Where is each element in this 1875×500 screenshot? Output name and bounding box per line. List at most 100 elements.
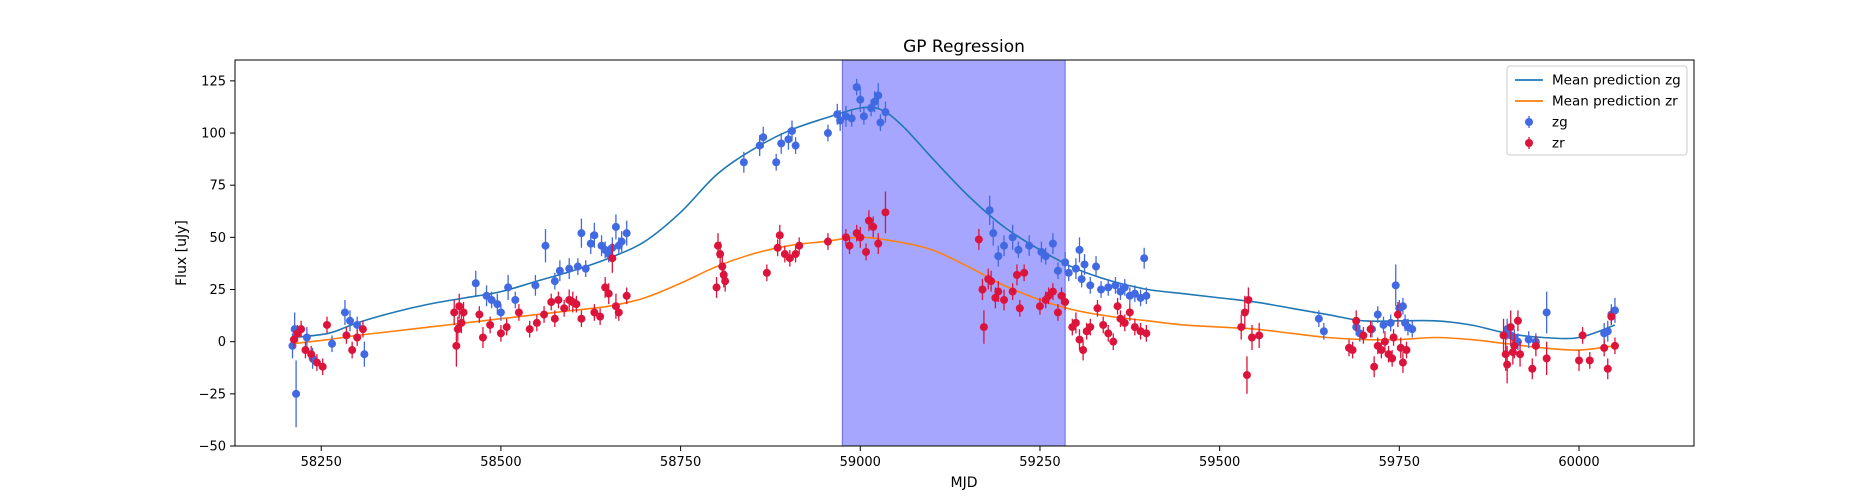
data-point-zr	[1377, 341, 1386, 359]
data-point-zr	[554, 291, 563, 309]
marker	[1585, 356, 1594, 365]
marker	[531, 281, 540, 290]
data-point-zg	[791, 137, 800, 154]
marker	[604, 289, 613, 298]
legend-label: zr	[1552, 136, 1565, 152]
marker	[590, 231, 599, 240]
data-point-zr	[795, 237, 804, 255]
marker	[1610, 306, 1619, 315]
data-point-zg	[1000, 235, 1009, 257]
marker	[1389, 333, 1398, 342]
marker	[1035, 302, 1044, 311]
data-point-zg	[856, 87, 865, 113]
marker	[608, 254, 617, 263]
marker	[1503, 360, 1512, 369]
data-point-zg	[1373, 306, 1382, 323]
marker	[601, 283, 610, 292]
data-point-zr	[550, 310, 559, 328]
marker	[773, 243, 782, 252]
marker	[1237, 323, 1246, 332]
data-point-zg	[511, 291, 520, 309]
marker	[455, 302, 464, 311]
data-point-zr	[514, 304, 523, 321]
marker	[586, 239, 595, 248]
marker	[541, 241, 550, 250]
data-point-zr	[547, 293, 556, 311]
data-point-zr	[590, 304, 599, 321]
marker	[762, 268, 771, 277]
data-point-zg	[1610, 297, 1619, 323]
marker	[712, 283, 721, 292]
marker	[1075, 245, 1084, 254]
data-point-zr	[1242, 356, 1251, 394]
marker	[478, 333, 487, 342]
data-point-zg	[1319, 322, 1328, 340]
data-point-zr	[532, 314, 541, 332]
data-point-zr	[453, 316, 462, 342]
marker	[1077, 275, 1086, 284]
marker	[1242, 371, 1251, 380]
marker	[1109, 337, 1118, 346]
data-point-zr	[823, 233, 832, 250]
marker	[1075, 335, 1084, 344]
data-point-zr	[307, 345, 316, 363]
data-point-zg	[541, 229, 550, 263]
marker	[755, 141, 764, 150]
data-point-zr	[1402, 341, 1411, 359]
marker	[1092, 262, 1101, 271]
data-point-zr	[791, 245, 800, 263]
marker	[1244, 295, 1253, 304]
marker	[1130, 289, 1139, 298]
observation-points	[288, 78, 1619, 428]
data-point-zr	[987, 270, 996, 292]
marker	[1516, 350, 1525, 359]
data-point-zg	[1603, 320, 1612, 342]
marker	[487, 295, 496, 304]
x-tick-label: 59250	[1019, 455, 1060, 470]
y-tick-label: −50	[199, 440, 226, 455]
data-point-zr	[1113, 297, 1122, 315]
marker	[1531, 341, 1540, 350]
marker	[1120, 283, 1129, 292]
marker	[987, 277, 996, 286]
legend-label: zg	[1552, 115, 1568, 131]
marker	[978, 285, 987, 294]
marker	[1528, 364, 1537, 373]
data-point-zr	[1086, 318, 1095, 336]
marker	[550, 277, 559, 286]
data-point-zr	[1035, 297, 1044, 315]
marker	[1402, 346, 1411, 355]
marker	[1398, 302, 1407, 311]
marker	[1393, 310, 1402, 319]
data-point-zr	[1012, 264, 1021, 286]
legend-swatch-marker	[1525, 139, 1533, 147]
marker	[1048, 287, 1057, 296]
marker	[1370, 362, 1379, 371]
data-point-zg	[1120, 279, 1129, 296]
data-point-zg	[772, 153, 781, 171]
data-point-zr	[318, 358, 327, 376]
marker	[340, 308, 349, 317]
marker	[577, 314, 586, 323]
marker	[1603, 364, 1612, 373]
data-point-zr	[1578, 327, 1587, 344]
legend-frame	[1506, 65, 1688, 156]
data-point-zr	[1348, 341, 1357, 359]
data-point-zg	[881, 101, 890, 123]
marker	[596, 312, 605, 321]
data-point-zr	[1048, 283, 1057, 300]
x-tick-label: 58500	[480, 455, 521, 470]
marker	[622, 229, 631, 238]
marker	[1000, 295, 1009, 304]
data-point-zr	[459, 302, 468, 323]
marker	[1113, 302, 1122, 311]
data-point-zr	[869, 216, 878, 238]
data-point-zr	[1600, 339, 1609, 357]
data-point-zr	[1370, 356, 1379, 378]
marker	[614, 308, 623, 317]
marker	[1104, 329, 1113, 338]
marker	[991, 293, 1000, 302]
data-point-zr	[1093, 299, 1102, 317]
marker	[1501, 350, 1510, 359]
marker	[611, 302, 620, 311]
